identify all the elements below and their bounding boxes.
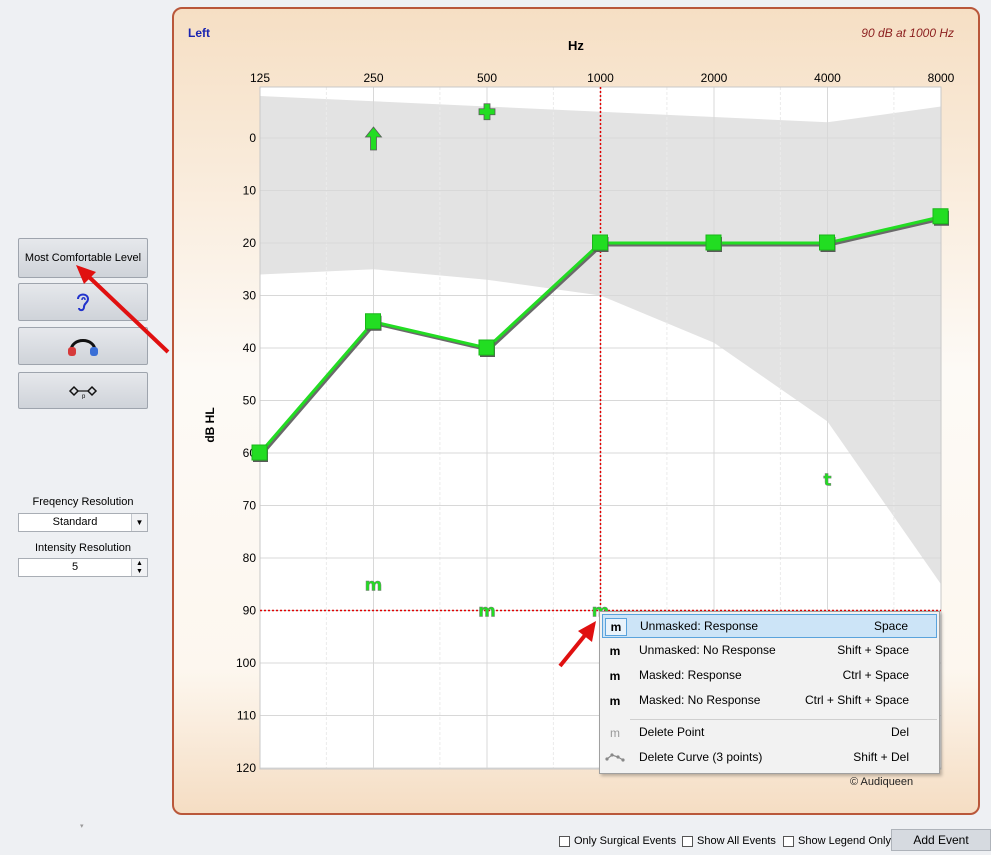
show-legend-only-checkbox[interactable]: Show Legend Only bbox=[783, 831, 891, 851]
data-point bbox=[592, 234, 608, 251]
checkbox-box[interactable] bbox=[559, 835, 570, 847]
svg-text:p: p bbox=[82, 394, 86, 399]
menu-item-masked-response[interactable]: m Masked: Response Ctrl + Space bbox=[602, 664, 937, 688]
y-tick-label: 80 bbox=[243, 551, 257, 565]
checkbox-label: Only Surgical Events bbox=[574, 835, 677, 847]
y-tick-label: 30 bbox=[243, 289, 257, 303]
menu-item-unmasked-no-response[interactable]: m Unmasked: No Response Shift + Space bbox=[602, 639, 937, 663]
menu-item-shortcut: Shift + Space bbox=[837, 643, 909, 657]
checkbox-label: Show All Events bbox=[697, 835, 776, 847]
intensity-resolution-value: 5 bbox=[71, 561, 79, 573]
m-symbol: m bbox=[365, 575, 383, 595]
show-all-events-checkbox[interactable]: Show All Events bbox=[682, 831, 776, 851]
menu-item-label: Masked: Response bbox=[639, 668, 742, 682]
menu-item-label: Masked: No Response bbox=[639, 693, 761, 707]
checkbox-box[interactable] bbox=[682, 835, 693, 847]
ear-side-label: Left bbox=[188, 26, 210, 40]
x-tick-label: 4000 bbox=[814, 71, 841, 85]
data-point bbox=[705, 234, 722, 251]
intensity-resolution-stepper[interactable]: 5 ▲ ▼ bbox=[18, 558, 148, 577]
y-tick-label: 110 bbox=[237, 709, 256, 723]
y-tick-label: 40 bbox=[243, 341, 257, 355]
ear-icon bbox=[77, 293, 90, 312]
menu-item-label: Unmasked: Response bbox=[640, 619, 759, 633]
menu-item-icon: m bbox=[609, 694, 621, 708]
menu-item-label: Delete Curve (3 points) bbox=[639, 750, 763, 764]
frequency-resolution-value: Standard bbox=[52, 516, 98, 528]
bone-conduction-icon: p bbox=[68, 385, 98, 399]
y-tick-label: 70 bbox=[243, 499, 257, 513]
stepper-arrows-icon[interactable]: ▲ ▼ bbox=[131, 559, 147, 576]
cursor-readout: 90 dB at 1000 Hz bbox=[861, 26, 954, 40]
add-event-label: Add Event bbox=[913, 833, 969, 847]
frequency-resolution-label: Freqency Resolution bbox=[32, 496, 134, 508]
checkbox-box[interactable] bbox=[783, 835, 794, 847]
up-arrow-symbol bbox=[364, 126, 383, 151]
y-tick-label: 10 bbox=[243, 184, 257, 198]
x-tick-label: 500 bbox=[477, 71, 497, 85]
y-tick-label: 0 bbox=[249, 131, 256, 145]
x-tick-label: 1000 bbox=[587, 71, 614, 85]
only-surgical-events-checkbox[interactable]: Only Surgical Events bbox=[559, 831, 676, 851]
t-symbol: t bbox=[823, 470, 831, 490]
menu-item-icon: m bbox=[609, 669, 621, 683]
mcl-button-label: Most Comfortable Level bbox=[24, 252, 142, 264]
m-symbol: m bbox=[478, 602, 496, 622]
bone-conduction-button[interactable]: p bbox=[18, 372, 148, 409]
x-tick-label: 250 bbox=[363, 71, 383, 85]
menu-item-icon: m bbox=[605, 618, 627, 636]
splitter-grip-icon[interactable]: ▾ bbox=[80, 823, 84, 830]
plus-symbol bbox=[478, 103, 496, 121]
checkbox-label: Show Legend Only bbox=[798, 835, 891, 847]
y-axis-title: dB HL bbox=[203, 407, 217, 442]
menu-item-shortcut: Shift + Del bbox=[853, 750, 909, 764]
data-point bbox=[932, 208, 949, 225]
menu-item-delete-curve[interactable]: Delete Curve (3 points) Shift + Del bbox=[602, 746, 937, 770]
data-point bbox=[819, 234, 835, 251]
frequency-resolution-select[interactable]: Standard ▼ bbox=[18, 513, 148, 532]
copyright-label: © Audiqueen bbox=[850, 776, 914, 788]
menu-item-shortcut: Ctrl + Space bbox=[842, 668, 909, 682]
data-point bbox=[251, 444, 268, 461]
data-point bbox=[365, 313, 381, 330]
menu-item-icon: m bbox=[610, 726, 620, 740]
x-tick-label: 2000 bbox=[701, 71, 728, 85]
y-tick-label: 120 bbox=[236, 761, 256, 775]
menu-item-shortcut: Space bbox=[873, 619, 908, 633]
menu-item-shortcut: Ctrl + Shift + Space bbox=[804, 693, 909, 707]
y-tick-label: 100 bbox=[236, 656, 256, 670]
speech-banana bbox=[260, 96, 941, 585]
context-menu: m Unmasked: Response Space m Unmasked: N… bbox=[599, 611, 940, 774]
y-tick-label: 20 bbox=[243, 236, 257, 250]
menu-item-label: Unmasked: No Response bbox=[639, 643, 776, 657]
menu-item-icon: m bbox=[609, 644, 621, 658]
menu-item-masked-no-response[interactable]: m Masked: No Response Ctrl + Shift + Spa… bbox=[602, 689, 937, 713]
menu-item-unmasked-response[interactable]: m Unmasked: Response Space bbox=[602, 614, 937, 638]
menu-item-label: Delete Point bbox=[639, 725, 705, 739]
data-point bbox=[478, 339, 495, 356]
y-tick-label: 50 bbox=[243, 394, 257, 408]
menu-item-shortcut: Del bbox=[890, 725, 909, 739]
delete-curve-icon bbox=[604, 749, 626, 767]
x-axis-title: Hz bbox=[568, 38, 584, 53]
chevron-down-icon[interactable]: ▼ bbox=[131, 514, 147, 531]
x-tick-label: 125 bbox=[250, 71, 270, 85]
intensity-resolution-label: Intensity Resolution bbox=[35, 542, 131, 554]
x-tick-label: 8000 bbox=[928, 71, 955, 85]
menu-separator bbox=[630, 719, 937, 720]
menu-item-delete-point[interactable]: m Delete Point Del bbox=[602, 721, 937, 745]
y-tick-label: 90 bbox=[243, 604, 257, 618]
add-event-button[interactable]: Add Event bbox=[891, 829, 991, 851]
